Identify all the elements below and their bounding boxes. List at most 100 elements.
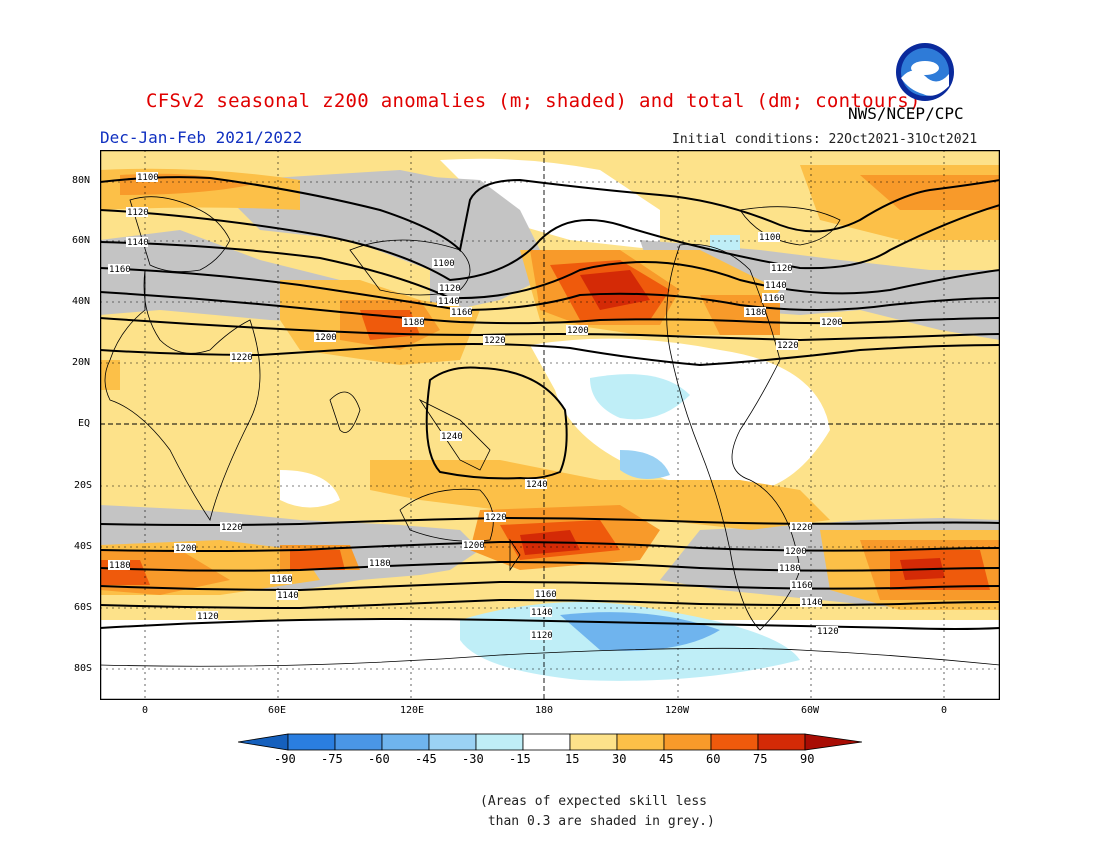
contour-label: 1140 <box>764 280 787 291</box>
contour-label: 1200 <box>566 325 589 336</box>
contour-label: 1140 <box>126 237 149 248</box>
initial-conditions-label: Initial conditions: 22Oct2021-31Oct2021 <box>672 132 978 147</box>
lon-label: 0 <box>941 705 948 716</box>
svg-text:1180: 1180 <box>369 559 391 569</box>
colorbar-label: 30 <box>612 752 627 766</box>
svg-text:1180: 1180 <box>779 564 801 574</box>
lon-label: 60E <box>268 705 287 716</box>
colorbar-cell <box>287 733 336 751</box>
contour-label: 1220 <box>484 512 507 523</box>
contour-label: 1120 <box>126 207 149 218</box>
colorbar-label: -30 <box>462 752 484 766</box>
svg-text:1240: 1240 <box>441 432 463 442</box>
contour-label: 1220 <box>483 335 506 346</box>
lon-label: 60W <box>801 705 820 716</box>
lat-label: EQ <box>78 418 91 429</box>
map-frame <box>100 150 1000 700</box>
contour-label: 1180 <box>778 563 801 574</box>
colorbar-arrow-right <box>804 733 862 751</box>
svg-text:1200: 1200 <box>175 544 197 554</box>
colorbar-label: 90 <box>800 752 815 766</box>
lat-label: 80N <box>72 175 91 186</box>
colorbar-cell <box>757 733 806 751</box>
svg-text:1100: 1100 <box>433 259 455 269</box>
contour-label: 1120 <box>196 611 219 622</box>
contour-label: 1200 <box>314 332 337 343</box>
svg-text:1220: 1220 <box>221 523 243 533</box>
lat-label: 60S <box>74 602 93 613</box>
colorbar-label: -15 <box>509 752 531 766</box>
svg-text:1220: 1220 <box>485 513 507 523</box>
contour-label: 1160 <box>270 574 293 585</box>
contour-label: 1240 <box>440 431 463 442</box>
contour-label: 1240 <box>525 479 548 490</box>
svg-text:1140: 1140 <box>277 591 299 601</box>
contour-label: 1140 <box>800 597 823 608</box>
svg-text:1160: 1160 <box>763 294 785 304</box>
lat-label: 40N <box>72 296 91 307</box>
lon-label: 180 <box>535 705 554 716</box>
contour-label: 1140 <box>530 607 553 618</box>
colorbar-cell <box>381 733 430 751</box>
contour-label: 1100 <box>758 232 781 243</box>
contour-label: 1160 <box>762 293 785 304</box>
height-contours <box>100 176 1000 630</box>
lon-label: 0 <box>142 705 149 716</box>
contour-label: 1120 <box>770 263 793 274</box>
lat-label: 20N <box>72 357 91 368</box>
contour-label: 1220 <box>776 340 799 351</box>
contour-label: 1160 <box>790 580 813 591</box>
colorbar-cell <box>522 733 571 751</box>
contour-label: 1220 <box>220 522 243 533</box>
contour-label: 1200 <box>462 540 485 551</box>
contour-label: 1180 <box>402 317 425 328</box>
svg-text:1120: 1120 <box>771 264 793 274</box>
contour-label: 1220 <box>790 522 813 533</box>
map-panel: 1100 1120 1140 1160 1180 1200 1220 1220 … <box>100 150 1000 700</box>
colorbar-arrow-left <box>238 733 289 751</box>
contour-label: 1200 <box>820 317 843 328</box>
agency-label: NWS/NCEP/CPC <box>848 104 964 123</box>
svg-text:1100: 1100 <box>759 233 781 243</box>
svg-text:1200: 1200 <box>567 326 589 336</box>
colorbar <box>238 733 862 751</box>
lat-label: 40S <box>74 541 93 552</box>
svg-text:1200: 1200 <box>463 541 485 551</box>
colorbar-label: 45 <box>659 752 674 766</box>
svg-text:1200: 1200 <box>315 333 337 343</box>
lat-label: 60N <box>72 235 91 246</box>
lon-label: 120W <box>665 705 690 716</box>
colorbar-label: 15 <box>565 752 580 766</box>
season-label: Dec-Jan-Feb 2021/2022 <box>100 128 303 147</box>
contour-label: 1120 <box>816 626 839 637</box>
colorbar-label: -60 <box>368 752 390 766</box>
svg-text:1120: 1120 <box>531 631 553 641</box>
colorbar-label: 60 <box>706 752 721 766</box>
contour-label: 1120 <box>530 630 553 641</box>
svg-text:1140: 1140 <box>765 281 787 291</box>
contour-label: 1160 <box>450 307 473 318</box>
svg-text:1120: 1120 <box>817 627 839 637</box>
svg-text:1120: 1120 <box>197 612 219 622</box>
colorbar-cell <box>663 733 712 751</box>
svg-text:1220: 1220 <box>484 336 506 346</box>
lat-label: 80S <box>74 663 93 674</box>
colorbar-label: -45 <box>415 752 437 766</box>
colorbar-cell <box>334 733 383 751</box>
svg-text:1140: 1140 <box>801 598 823 608</box>
contour-label: 1160 <box>108 264 131 275</box>
svg-text:1140: 1140 <box>127 238 149 248</box>
colorbar-label: 75 <box>753 752 768 766</box>
lat-label: 20S <box>74 480 93 491</box>
contour-label: 1180 <box>368 558 391 569</box>
svg-text:1140: 1140 <box>438 297 460 307</box>
svg-text:1160: 1160 <box>451 308 473 318</box>
colorbar-label: -90 <box>274 752 296 766</box>
contour-label: 1100 <box>432 258 455 269</box>
white-region-south-atlantic <box>280 470 340 508</box>
contour-label: 1220 <box>230 352 253 363</box>
contour-label: 1140 <box>437 296 460 307</box>
svg-text:1180: 1180 <box>745 308 767 318</box>
colorbar-cell <box>428 733 477 751</box>
colorbar-cell <box>569 733 618 751</box>
